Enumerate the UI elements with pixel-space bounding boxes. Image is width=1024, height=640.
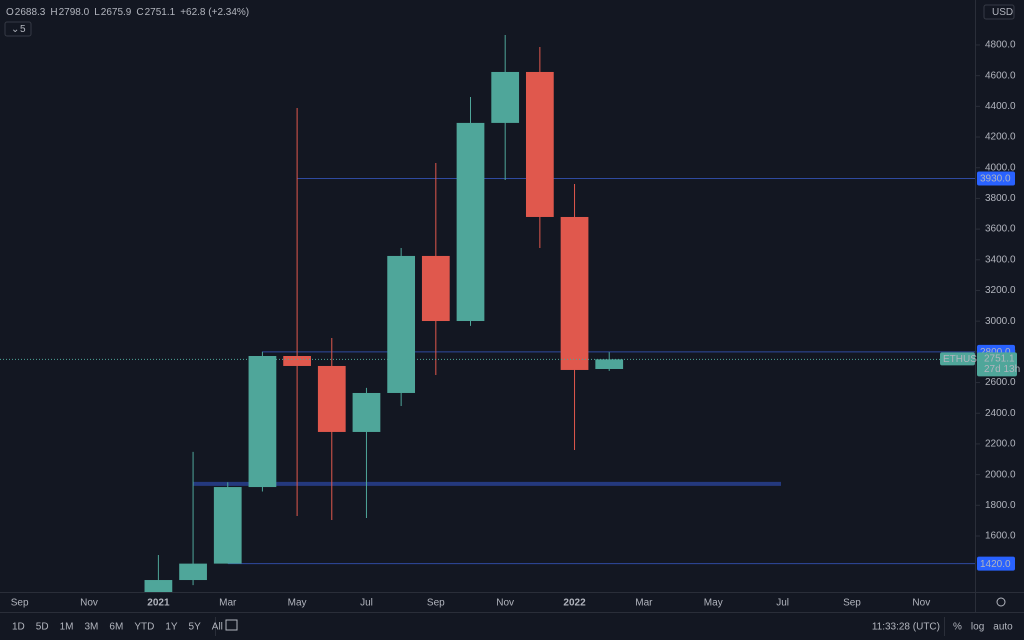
y-tick-label: 3600.0: [985, 224, 1016, 235]
range-button[interactable]: YTD: [134, 622, 154, 633]
x-tick-label: Mar: [635, 598, 653, 609]
y-tick-label: 4200.0: [985, 132, 1016, 143]
y-tick-label: 4600.0: [985, 70, 1016, 81]
symbol-label-bg: [940, 352, 975, 366]
level-label: 3930.0: [980, 174, 1011, 185]
ohlc-key: L: [94, 7, 100, 18]
ohlc-value: 2798.0: [59, 7, 90, 18]
range-button[interactable]: 3M: [85, 622, 99, 633]
candle-body: [525, 71, 554, 217]
y-tick-label: 3200.0: [985, 285, 1016, 296]
y-tick-label: 2600.0: [985, 377, 1016, 388]
price-label-bg: [977, 352, 1017, 377]
ohlc-value: 2751.1: [145, 7, 176, 18]
settings-icon[interactable]: [996, 597, 1006, 607]
ohlc-key: O: [6, 7, 14, 18]
range-button[interactable]: 5D: [36, 622, 49, 633]
currency: USD: [992, 7, 1013, 18]
candle-body: [595, 359, 624, 369]
indicator-arrow: ⌄: [11, 24, 19, 35]
y-tick-label: 3400.0: [985, 254, 1016, 265]
y-tick-label: 3000.0: [985, 316, 1016, 327]
x-tick-label: Sep: [427, 598, 445, 609]
change: +62.8 (+2.34%): [180, 7, 249, 18]
ohlc-key: C: [136, 7, 143, 18]
indicator-count: 5: [20, 24, 26, 35]
scale-option[interactable]: auto: [993, 622, 1013, 633]
candle-body: [560, 216, 589, 370]
x-tick-label: Jul: [776, 598, 789, 609]
x-tick-label: Mar: [219, 598, 237, 609]
level-label-bg: [977, 171, 1015, 186]
price-label: 2751.1: [984, 353, 1015, 364]
candle-body: [248, 355, 277, 488]
candle-body: [387, 255, 416, 393]
y-tick-label: 1600.0: [985, 531, 1016, 542]
candle-body: [179, 563, 207, 581]
range-button[interactable]: 6M: [109, 622, 123, 633]
x-tick-label: Nov: [496, 598, 514, 609]
clock: 11:33:28 (UTC): [872, 622, 940, 633]
candle-body: [283, 355, 311, 366]
goto-date-icon[interactable]: [225, 619, 238, 631]
candle-body: [317, 365, 346, 432]
scale-option[interactable]: log: [971, 622, 984, 633]
x-tick-label: Sep: [11, 598, 29, 609]
y-tick-label: 2000.0: [985, 469, 1016, 480]
y-tick-label: 3800.0: [985, 193, 1016, 204]
range-button[interactable]: 1M: [60, 622, 74, 633]
x-tick-label: Jul: [360, 598, 373, 609]
ohlc-value: 2675.9: [101, 7, 132, 18]
ohlc-key: H: [50, 7, 57, 18]
x-tick-label: Nov: [80, 598, 98, 609]
candle-body: [421, 255, 450, 322]
level-label: 1420.0: [980, 559, 1011, 570]
x-tick-label: May: [288, 598, 307, 609]
range-button[interactable]: All: [212, 622, 223, 633]
y-tick-label: 4000.0: [985, 162, 1016, 173]
x-tick-label: 2022: [563, 598, 586, 609]
x-tick-label: 2021: [147, 598, 170, 609]
y-tick-label: 4400.0: [985, 101, 1016, 112]
y-tick-label: 1800.0: [985, 500, 1016, 511]
ohlc-value: 2688.3: [15, 7, 46, 18]
x-tick-label: May: [704, 598, 723, 609]
candle-body: [456, 122, 485, 322]
y-tick-label: 2400.0: [985, 408, 1016, 419]
candle-body: [352, 392, 381, 432]
scale-option[interactable]: %: [953, 622, 962, 633]
range-button[interactable]: 5Y: [189, 622, 202, 633]
x-tick-label: Nov: [912, 598, 930, 609]
range-button[interactable]: 1D: [12, 622, 25, 633]
countdown: 27d 13h: [984, 364, 1020, 375]
y-tick-label: 2200.0: [985, 439, 1016, 450]
candle-body: [213, 487, 242, 564]
candle-body: [491, 71, 520, 123]
x-tick-label: Sep: [843, 598, 861, 609]
currency-button[interactable]: [983, 4, 1015, 20]
candle-body: [144, 580, 173, 592]
level-label-bg: [977, 556, 1015, 571]
symbol-label: ETHUSD: [943, 354, 984, 365]
plot-area: [0, 34, 975, 592]
indicator-toggle[interactable]: [4, 21, 32, 37]
range-button[interactable]: 1Y: [165, 622, 178, 633]
y-tick-label: 4800.0: [985, 40, 1016, 51]
